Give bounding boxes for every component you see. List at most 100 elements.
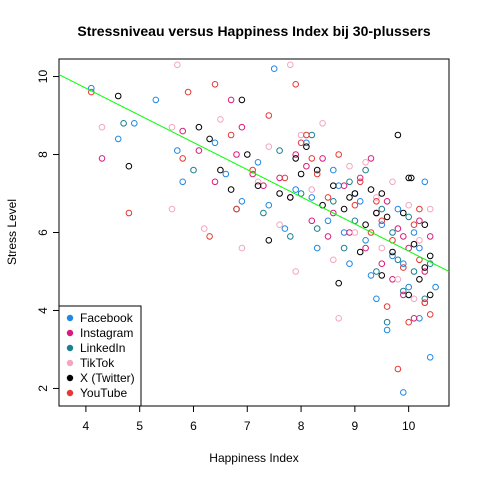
data-point [362, 244, 369, 252]
data-point [195, 147, 203, 154]
data-point [270, 65, 278, 72]
data-point [426, 252, 434, 260]
legend-marker [66, 374, 74, 382]
data-point [152, 96, 160, 104]
data-point [356, 198, 364, 205]
data-point [351, 190, 359, 197]
data-point [319, 120, 326, 127]
data-point [367, 155, 375, 162]
data-point [276, 221, 283, 228]
data-point [303, 143, 310, 150]
data-point [426, 291, 434, 299]
data-point [313, 170, 321, 178]
y-axis: 2 4 6 8 10 [36, 70, 59, 392]
data-point [416, 237, 423, 244]
y-tick-label: 6 [36, 229, 50, 236]
data-point [297, 139, 305, 147]
y-axis-label: Stress Level [5, 199, 19, 265]
data-point [98, 123, 106, 131]
data-point [362, 221, 369, 228]
data-point [405, 213, 413, 221]
data-point [405, 201, 413, 209]
data-point [362, 237, 369, 244]
data-point [227, 186, 235, 193]
data-point [340, 182, 348, 189]
data-point [98, 155, 106, 162]
data-point [383, 318, 391, 326]
data-point [356, 248, 364, 256]
x-tick-label: 4 [83, 419, 90, 433]
data-point [416, 205, 423, 213]
data-point [276, 147, 283, 154]
data-point [125, 209, 133, 217]
data-point [184, 88, 192, 96]
data-point [174, 147, 181, 154]
data-point [383, 198, 391, 205]
data-point [383, 326, 391, 334]
data-point [238, 198, 246, 205]
data-point [340, 229, 348, 236]
data-point [410, 240, 418, 248]
data-point [400, 389, 407, 396]
legend-label: TikTok [80, 356, 115, 370]
data-point [367, 186, 375, 193]
data-point [378, 260, 386, 268]
data-point [324, 233, 332, 240]
data-point [227, 131, 235, 139]
legend-marker [66, 344, 74, 352]
data-point [168, 123, 176, 131]
x-axis: 4 5 6 7 8 9 10 [83, 406, 416, 433]
data-point [330, 256, 337, 264]
data-point [346, 260, 353, 268]
data-point [292, 155, 300, 162]
data-point [416, 244, 423, 252]
data-point [400, 233, 407, 240]
data-point [335, 151, 343, 158]
data-point [292, 81, 300, 88]
data-point [120, 120, 127, 127]
data-point [260, 182, 267, 189]
data-point [308, 155, 316, 162]
data-point [303, 162, 310, 170]
data-point [254, 178, 262, 186]
data-point [281, 174, 289, 182]
data-point [400, 264, 407, 271]
data-point [373, 198, 380, 205]
x-axis-label: Happiness Index [209, 451, 298, 465]
data-point [416, 217, 423, 225]
data-point [265, 201, 273, 209]
data-point [410, 315, 418, 322]
legend-marker [66, 314, 74, 322]
data-point [206, 135, 213, 143]
data-point [356, 174, 364, 182]
data-point [324, 217, 332, 225]
data-point [394, 205, 402, 213]
y-tick-label: 10 [36, 70, 50, 84]
data-point [383, 303, 391, 310]
data-point [308, 217, 316, 225]
data-point [335, 182, 343, 189]
data-point [405, 174, 413, 182]
data-point [265, 143, 273, 150]
data-point [190, 166, 197, 174]
data-point [330, 166, 337, 174]
data-point [373, 295, 380, 303]
data-point [416, 276, 423, 283]
data-point [400, 287, 407, 295]
data-point [238, 123, 246, 131]
data-point [389, 252, 396, 260]
data-point [426, 311, 434, 318]
data-point [297, 131, 305, 139]
data-point [421, 221, 429, 228]
data-point [303, 131, 310, 139]
data-point [276, 174, 283, 182]
data-point [389, 178, 396, 186]
x-tick-label: 10 [402, 419, 416, 433]
data-point [426, 205, 434, 213]
data-point [373, 209, 380, 217]
data-point [405, 283, 413, 291]
legend-box [58, 305, 142, 407]
legend-marker [66, 389, 74, 397]
data-point [410, 229, 418, 236]
data-point [373, 268, 380, 275]
